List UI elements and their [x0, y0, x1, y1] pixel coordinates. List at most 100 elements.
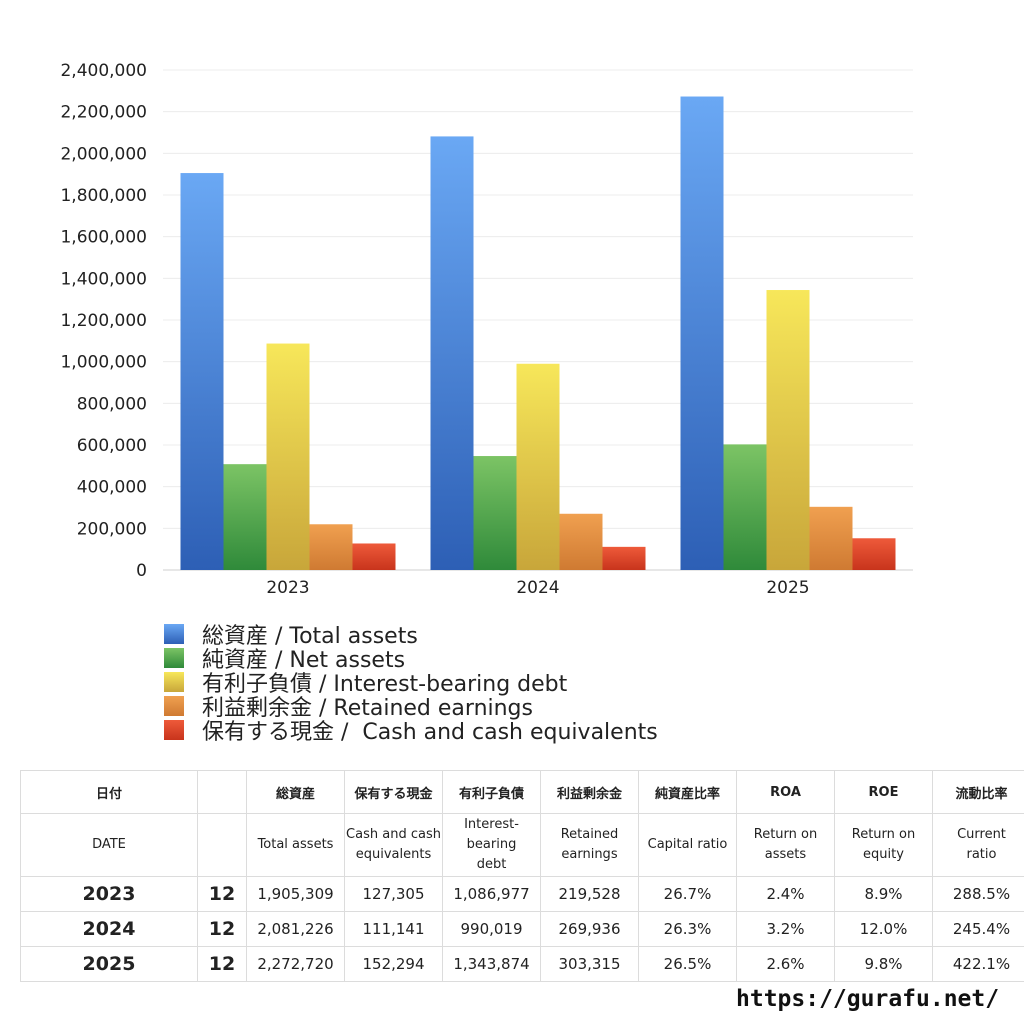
header-cell: ROE [834, 770, 933, 814]
table-cell: 1,086,977 [442, 876, 541, 912]
y-tick-label: 200,000 [77, 519, 147, 539]
header-cell: Interest-bearing debt [442, 813, 541, 877]
header-cell: 有利子負債 [442, 770, 541, 814]
table-cell: 219,528 [540, 876, 639, 912]
y-tick-label: 1,600,000 [60, 228, 147, 248]
table-cell: 111,141 [344, 911, 443, 947]
table-cell: 12.0% [834, 911, 933, 947]
table-row: 2023 12 1,905,309 127,305 1,086,977 219,528 26… [20, 876, 1024, 912]
table-cell: 303,315 [540, 946, 639, 982]
header-cell: Cash and cash equivalents [344, 813, 443, 877]
legend-swatch [164, 672, 184, 692]
y-tick-label: 600,000 [77, 436, 147, 456]
table-cell: 288.5% [932, 876, 1024, 912]
x-tick-label: 2025 [766, 578, 809, 598]
header-cell: Return on equity [834, 813, 933, 877]
site-url: https://gurafu.net/ [736, 986, 1000, 1012]
table-cell: 127,305 [344, 876, 443, 912]
chart-legend: 総資産 / Total assets 純資産 / Net assets 有利子負債 … [164, 622, 658, 745]
bar-interest-debt-2025 [766, 290, 810, 570]
header-cell: Return on assets [736, 813, 835, 877]
legend-label: 利益剰余金 / Retained earnings [202, 696, 533, 721]
table-cell: 269,936 [540, 911, 639, 947]
bar-total-assets-2023 [180, 173, 224, 571]
table-header-en: DATE Total assets Cash and cash equivalents… [20, 813, 1024, 877]
y-tick-label: 1,200,000 [60, 311, 147, 331]
y-tick-label: 1,800,000 [60, 186, 147, 206]
y-axis-tick-labels: 0 200,000 400,000 600,000 800,000 1,000,000 1,… [60, 61, 147, 581]
bar-retained-2024 [559, 513, 603, 570]
y-tick-label: 2,200,000 [60, 103, 147, 123]
table-header-jp: 日付 総資産 保有する現金 有利子負債 利益剰余金 純資産比率 ROA ROE 流動比率 [20, 770, 1024, 814]
bar-cash-2023 [352, 543, 396, 570]
table-cell: 422.1% [932, 946, 1024, 982]
table-cell: 2025 [20, 946, 198, 982]
bar-interest-debt-2024 [516, 363, 560, 570]
table-cell: 26.5% [638, 946, 737, 982]
header-cell: 保有する現金 [344, 770, 443, 814]
legend-swatch [164, 720, 184, 740]
header-cell: ROA [736, 770, 835, 814]
table-cell: 1,343,874 [442, 946, 541, 982]
table-cell: 1,905,309 [246, 876, 345, 912]
header-cell: 総資産 [246, 770, 345, 814]
legend-label: 保有する現金 / Cash and cash equivalents [202, 720, 658, 745]
bar-total-assets-2024 [430, 136, 474, 570]
table-cell: 26.7% [638, 876, 737, 912]
x-tick-label: 2024 [516, 578, 559, 598]
table-cell: 2.6% [736, 946, 835, 982]
table-cell: 3.2% [736, 911, 835, 947]
legend-label: 純資産 / Net assets [202, 648, 406, 673]
y-tick-label: 0 [136, 561, 147, 581]
table-row: 2025 12 2,272,720 152,294 1,343,874 303,315 26… [20, 946, 1024, 982]
legend-item: 有利子負債 / Interest-bearing debt [164, 670, 658, 697]
legend-swatch [164, 624, 184, 644]
bars [180, 96, 896, 571]
table-row: 2024 12 2,081,226 111,141 990,019 269,936 26.3… [20, 911, 1024, 947]
table-cell: 2,081,226 [246, 911, 345, 947]
y-tick-label: 800,000 [77, 394, 147, 414]
header-cell [197, 770, 247, 814]
table-cell: 2024 [20, 911, 198, 947]
bar-net-assets-2024 [473, 456, 517, 570]
bar-cash-2025 [852, 538, 896, 570]
legend-label: 総資産 / Total assets [202, 624, 418, 649]
header-cell: 純資産比率 [638, 770, 737, 814]
y-tick-label: 1,400,000 [60, 269, 147, 289]
header-cell: Capital ratio [638, 813, 737, 877]
table-cell: 12 [197, 876, 247, 912]
bar-interest-debt-2023 [266, 343, 310, 570]
table-cell: 2023 [20, 876, 198, 912]
y-tick-label: 2,000,000 [60, 144, 147, 164]
legend-label: 有利子負債 / Interest-bearing debt [202, 672, 568, 697]
table-cell: 2,272,720 [246, 946, 345, 982]
header-cell [197, 813, 247, 877]
table-cell: 26.3% [638, 911, 737, 947]
legend-item: 利益剰余金 / Retained earnings [164, 694, 658, 721]
table-cell: 990,019 [442, 911, 541, 947]
table-cell: 245.4% [932, 911, 1024, 947]
legend-item: 純資産 / Net assets [164, 646, 658, 673]
header-cell: 日付 [20, 770, 198, 814]
bar-net-assets-2025 [723, 444, 767, 570]
legend-swatch [164, 696, 184, 716]
y-tick-label: 2,400,000 [60, 61, 147, 81]
header-cell: 利益剰余金 [540, 770, 639, 814]
x-axis-tick-labels: 2023 2024 2025 [266, 578, 809, 598]
table-cell: 2.4% [736, 876, 835, 912]
table-cell: 12 [197, 911, 247, 947]
legend-item: 保有する現金 / Cash and cash equivalents [164, 718, 658, 745]
bar-chart: 0 200,000 400,000 600,000 800,000 1,000,000 1,… [60, 61, 913, 598]
bar-total-assets-2025 [680, 96, 724, 571]
legend-swatch [164, 648, 184, 668]
bar-retained-2023 [309, 524, 353, 570]
x-tick-label: 2023 [266, 578, 309, 598]
financial-data-table: 日付 総資産 保有する現金 有利子負債 利益剰余金 純資産比率 ROA ROE 流動比率 DATE… [20, 770, 1024, 982]
header-cell: Retained earnings [540, 813, 639, 877]
y-tick-label: 1,000,000 [60, 353, 147, 373]
y-tick-label: 400,000 [77, 478, 147, 498]
table-cell: 152,294 [344, 946, 443, 982]
bar-net-assets-2023 [223, 464, 267, 570]
bar-cash-2024 [602, 546, 646, 570]
header-cell: Total assets [246, 813, 345, 877]
